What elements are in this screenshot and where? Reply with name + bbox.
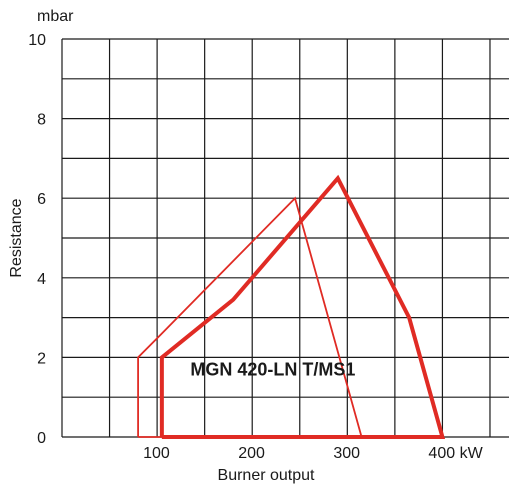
x-tick-labels: 100 200 300 400 kW — [143, 445, 483, 462]
working-field-thick-line — [159, 174, 446, 439]
model-annotation: MGN 420-LN T/MS1 — [190, 359, 355, 379]
y-tick-label: 8 — [37, 112, 46, 129]
x-tick-label: 200 — [238, 445, 265, 462]
y-tick-label: 4 — [37, 271, 46, 288]
y-axis-title: Resistance — [8, 198, 25, 277]
chart-series — [137, 174, 446, 439]
x-axis-title: Burner output — [218, 467, 316, 484]
x-tick-label: 300 — [333, 445, 360, 462]
x-tick-label: 400 kW — [428, 445, 483, 462]
y-tick-label: 10 — [28, 32, 46, 49]
y-tick-labels: 0 2 4 6 8 10 — [28, 32, 46, 447]
y-tick-label: 2 — [37, 350, 46, 367]
y-tick-label: 6 — [37, 191, 46, 208]
y-unit-label: mbar — [37, 8, 74, 25]
x-tick-label: 100 — [143, 445, 170, 462]
y-tick-label: 0 — [37, 430, 46, 447]
